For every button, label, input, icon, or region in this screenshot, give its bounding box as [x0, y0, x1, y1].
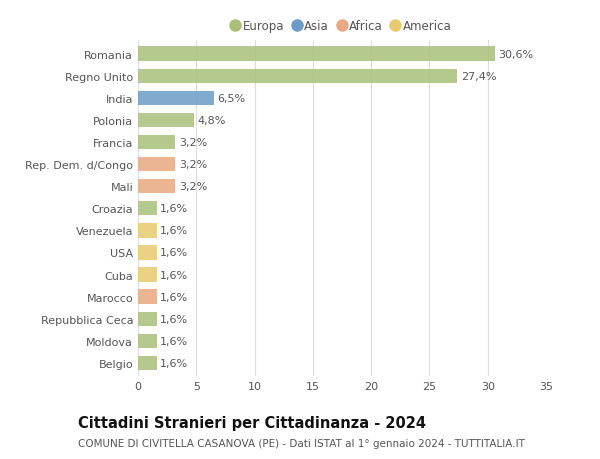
Text: 1,6%: 1,6%: [160, 204, 188, 214]
Bar: [138, 224, 157, 238]
Text: COMUNE DI CIVITELLA CASANOVA (PE) - Dati ISTAT al 1° gennaio 2024 - TUTTITALIA.I: COMUNE DI CIVITELLA CASANOVA (PE) - Dati…: [78, 438, 525, 448]
Text: 4,8%: 4,8%: [197, 116, 226, 126]
Text: 1,6%: 1,6%: [160, 336, 188, 346]
Text: 3,2%: 3,2%: [179, 138, 207, 148]
Bar: [138, 268, 157, 282]
Text: 1,6%: 1,6%: [160, 292, 188, 302]
Text: 1,6%: 1,6%: [160, 358, 188, 368]
Bar: [138, 157, 175, 172]
Legend: Europa, Asia, Africa, America: Europa, Asia, Africa, America: [232, 20, 452, 34]
Bar: [138, 69, 457, 84]
Text: Cittadini Stranieri per Cittadinanza - 2024: Cittadini Stranieri per Cittadinanza - 2…: [78, 415, 426, 431]
Text: 1,6%: 1,6%: [160, 314, 188, 324]
Bar: [138, 246, 157, 260]
Bar: [138, 91, 214, 106]
Bar: [138, 135, 175, 150]
Text: 1,6%: 1,6%: [160, 270, 188, 280]
Bar: [138, 356, 157, 370]
Text: 3,2%: 3,2%: [179, 160, 207, 170]
Text: 1,6%: 1,6%: [160, 248, 188, 258]
Text: 3,2%: 3,2%: [179, 182, 207, 192]
Text: 6,5%: 6,5%: [217, 94, 245, 104]
Bar: [138, 334, 157, 348]
Bar: [138, 47, 495, 62]
Bar: [138, 312, 157, 326]
Bar: [138, 290, 157, 304]
Text: 30,6%: 30,6%: [498, 50, 533, 60]
Text: 1,6%: 1,6%: [160, 226, 188, 236]
Text: 27,4%: 27,4%: [461, 72, 496, 82]
Bar: [138, 202, 157, 216]
Bar: [138, 113, 194, 128]
Bar: [138, 179, 175, 194]
